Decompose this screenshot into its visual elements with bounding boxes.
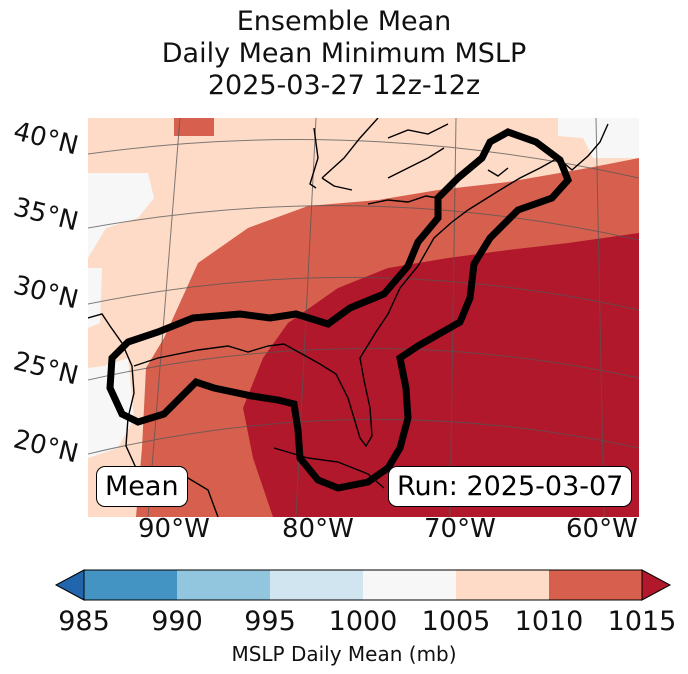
mean-contour [106, 128, 573, 492]
colorbar-tick-985: 985 [58, 606, 110, 637]
lat-label-20: 20°N [10, 424, 82, 470]
colorbar-segment-985-990 [84, 570, 177, 600]
colorbar-segment-990-995 [177, 570, 270, 600]
field-1000-1005-nw [88, 173, 154, 258]
lat-label-25: 25°N [10, 346, 82, 392]
title-line-3: 2025-03-27 12z-12z [207, 70, 481, 101]
colorbar-segment-995-1000 [270, 570, 363, 600]
lon-label-80w: 80°W [282, 514, 354, 544]
lon-label-90w: 90°W [138, 514, 210, 544]
lat-label-30: 30°N [10, 270, 82, 316]
colorbar-arrow-left [54, 569, 85, 601]
colorbar-frame [83, 569, 643, 601]
field-1000-1005-ne [558, 118, 639, 158]
mean-label-box: Mean [96, 466, 188, 507]
colorbar-tick-1005: 1005 [421, 606, 491, 637]
colorbar [54, 569, 672, 601]
lon-label-70w: 70°W [424, 514, 496, 544]
title-line-2: Daily Mean Minimum MSLP [161, 38, 527, 69]
colorbar-tick-1000: 1000 [328, 606, 398, 637]
lat-label-40: 40°N [10, 116, 82, 162]
colorbar-segment-1010-1015 [549, 570, 642, 600]
colorbar-segment-1000-1005 [363, 570, 456, 600]
map-panel [88, 118, 639, 517]
colorbar-tick-995: 995 [244, 606, 296, 637]
map-canvas [88, 118, 639, 517]
lon-label-60w: 60°W [566, 514, 638, 544]
colorbar-arrow-right [641, 569, 672, 601]
colorbar-title: MSLP Daily Mean (mb) [231, 642, 457, 666]
colorbar-tick-1015: 1015 [607, 606, 677, 637]
title-line-1: Ensemble Mean [236, 6, 452, 37]
field-1015-plus [243, 233, 639, 517]
run-date-box: Run: 2025-03-07 [388, 466, 633, 507]
field-1010-1015-north [174, 118, 214, 136]
lat-label-35: 35°N [10, 192, 82, 238]
colorbar-tick-990: 990 [151, 606, 203, 637]
colorbar-tick-1010: 1010 [514, 606, 584, 637]
colorbar-segment-1005-1010 [456, 570, 549, 600]
